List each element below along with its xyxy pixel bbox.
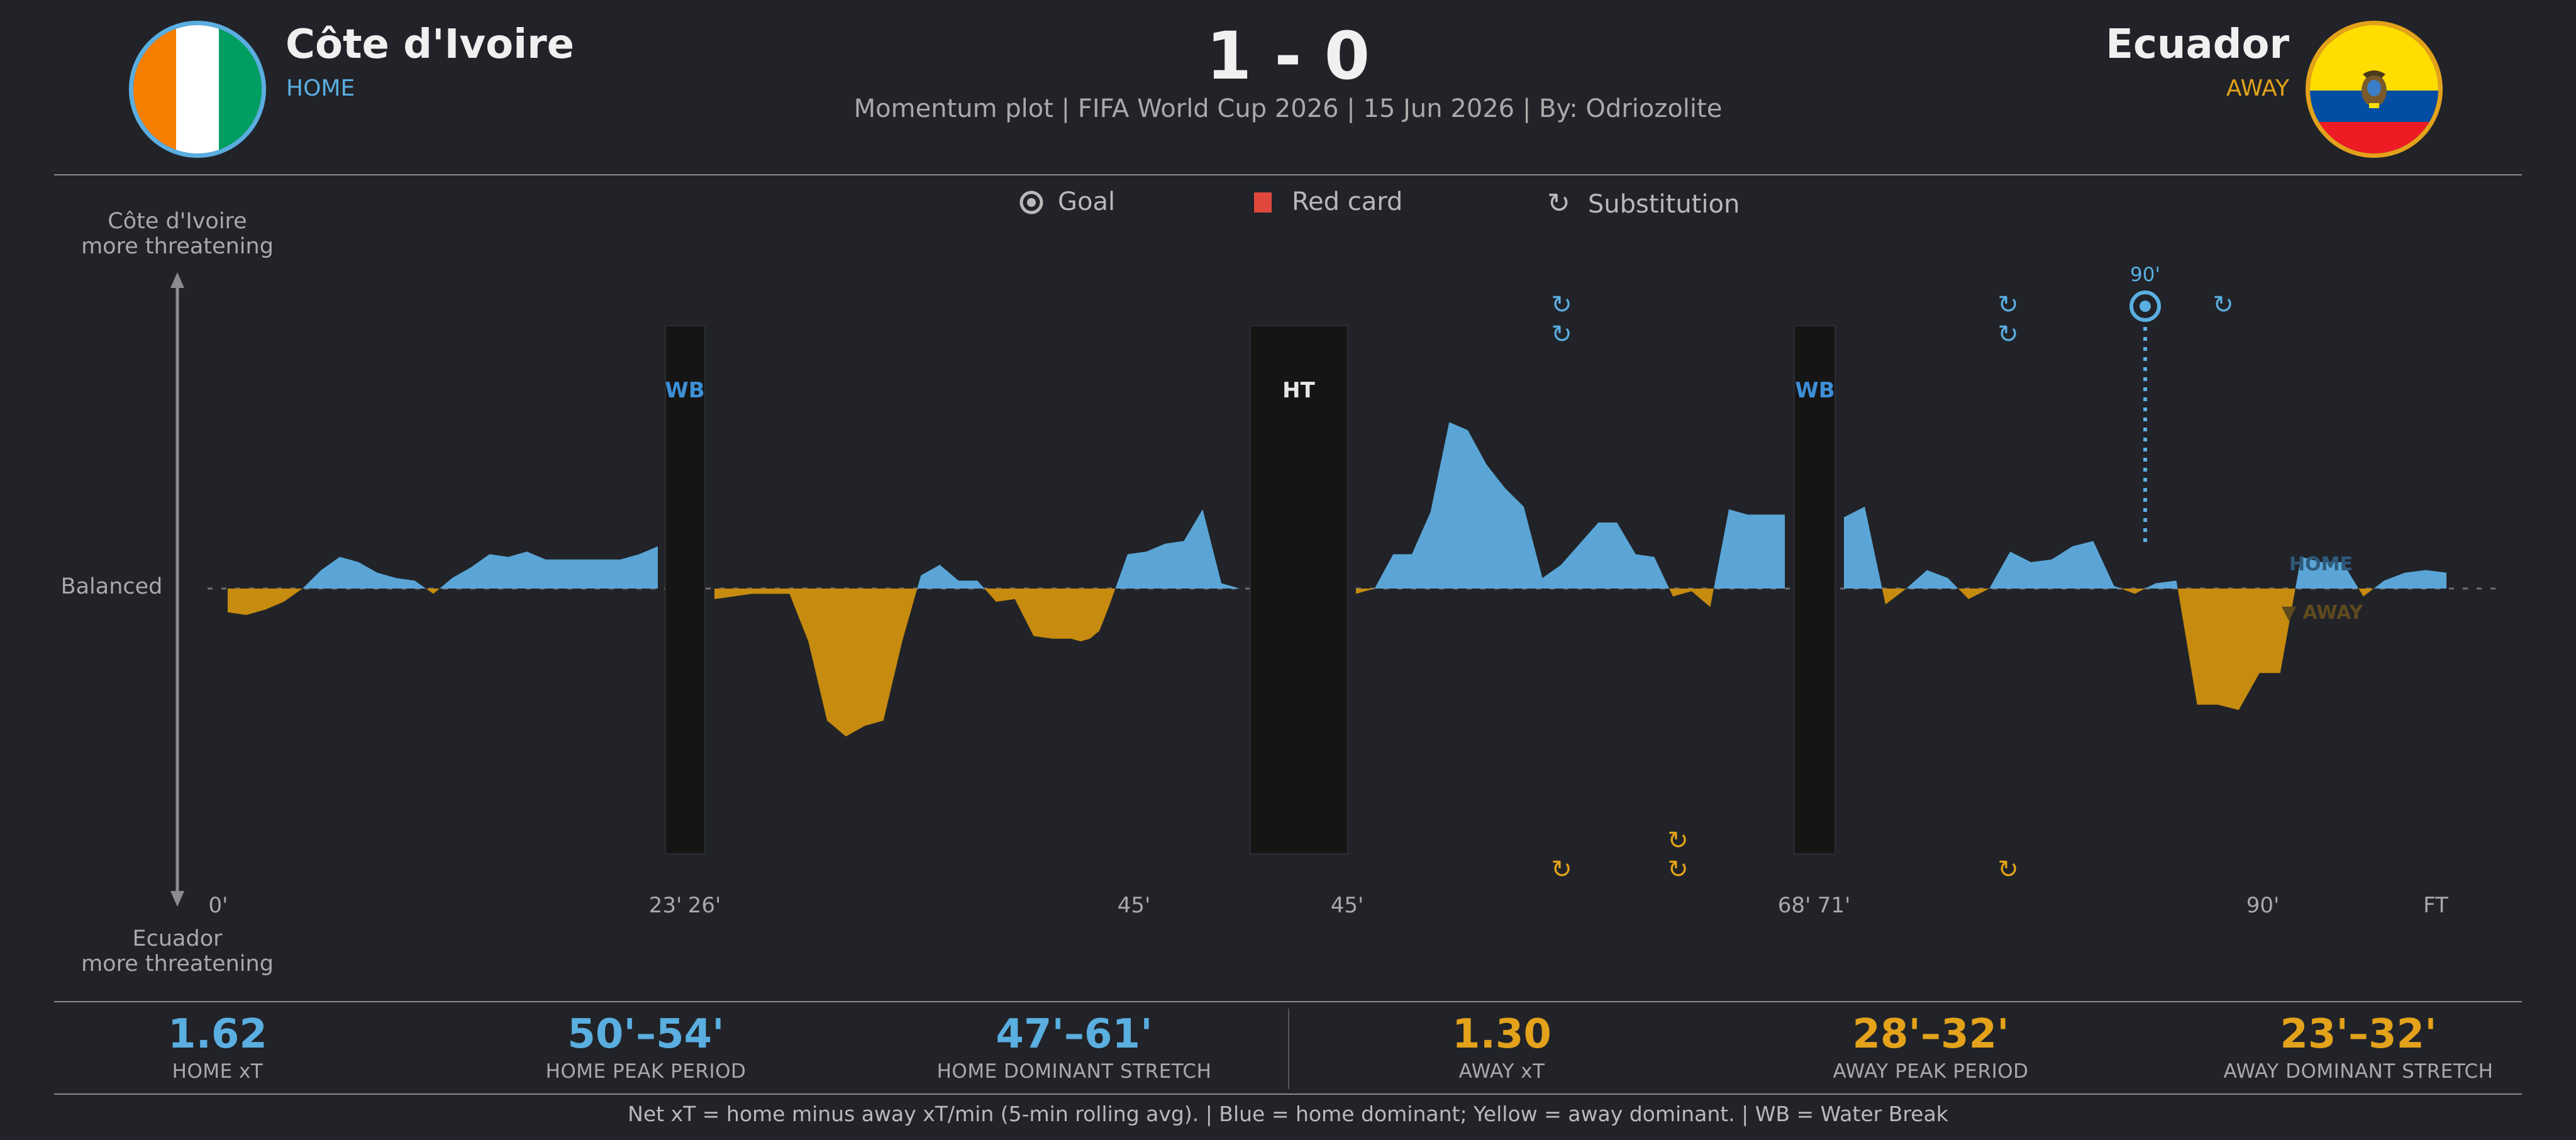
x-tick-label: 0' xyxy=(209,893,228,918)
stat-home-dominant: 47'–61' HOME DOMINANT STRETCH xyxy=(911,1011,1238,1083)
stat-home-peak: 50'–54' HOME PEAK PERIOD xyxy=(482,1011,809,1083)
x-tick-label: 90' xyxy=(2246,893,2280,918)
goal-icon xyxy=(2129,291,2161,322)
axis-middle-label: Balanced xyxy=(60,574,163,599)
match-subtitle: Momentum plot | FIFA World Cup 2026 | 15… xyxy=(853,94,1723,123)
stat-label: HOME xT xyxy=(172,1060,264,1083)
footer-note: Net xT = home minus away xT/min (5-min r… xyxy=(628,1102,1948,1126)
stats-mid-divider xyxy=(1288,1009,1289,1089)
y-axis-arrow-top xyxy=(170,272,184,288)
stat-label: HOME PEAK PERIOD xyxy=(545,1060,747,1083)
legend-red-card-label: Red card xyxy=(1292,187,1403,216)
stats-top-divider xyxy=(54,1001,2522,1002)
legend-goal-label: Goal xyxy=(1058,187,1116,216)
home-momentum-area xyxy=(1844,506,2446,589)
home-role-label: HOME xyxy=(286,75,355,101)
stat-away-dominant: 23'–32' AWAY DOMINANT STRETCH xyxy=(2195,1011,2522,1083)
away-momentum-area xyxy=(228,589,658,615)
away-momentum-area xyxy=(1356,589,1785,607)
break-band-wb: WB xyxy=(1794,325,1836,855)
axis-bottom-line1: Ecuador xyxy=(132,926,223,951)
legend-substitution: ↻ Substitution xyxy=(1547,187,1740,219)
stat-label: AWAY xT xyxy=(1458,1060,1545,1083)
break-rect xyxy=(665,325,706,855)
home-momentum-area xyxy=(228,546,658,589)
legend-red-card: Red card xyxy=(1253,187,1402,216)
goal-icon-center xyxy=(2140,301,2151,312)
break-label: WB xyxy=(665,378,704,403)
x-tick-label: 71' xyxy=(1818,893,1851,918)
stat-value: 50'–54' xyxy=(567,1011,724,1058)
home-substitution-icon: ↻ xyxy=(1997,291,2019,319)
stat-label: AWAY PEAK PERIOD xyxy=(1833,1060,2029,1083)
stat-value: 1.62 xyxy=(168,1011,267,1058)
stat-value: 23'–32' xyxy=(2280,1011,2437,1058)
legend-goal: Goal xyxy=(1019,187,1115,216)
stat-away-peak: 28'–32' AWAY PEAK PERIOD xyxy=(1767,1011,2094,1083)
away-momentum-area xyxy=(1844,589,2446,711)
away-substitution-icon: ↻ xyxy=(1667,855,1689,884)
x-tick-label: 45' xyxy=(1331,893,1364,918)
scoreline: 1 - 0 xyxy=(1206,18,1370,94)
red-card-icon xyxy=(1254,192,1272,213)
home-momentum-area xyxy=(1356,422,1785,589)
axis-bottom-line2: more threatening xyxy=(81,951,274,977)
home-momentum-area xyxy=(714,509,1240,589)
stat-value: 47'–61' xyxy=(996,1011,1153,1058)
ecuador-flag-icon xyxy=(2310,25,2438,153)
y-axis-arrow-bottom xyxy=(170,891,184,907)
x-tick-label: 26' xyxy=(688,893,721,918)
break-label: HT xyxy=(1282,378,1315,403)
substitution-icon: ↻ xyxy=(1547,187,1570,219)
break-rect xyxy=(1250,325,1348,855)
break-rect xyxy=(1794,325,1836,855)
away-hint-label: ▼ AWAY xyxy=(2282,602,2363,624)
stats-bottom-divider xyxy=(54,1093,2522,1095)
axis-top-line2: more threatening xyxy=(81,234,274,259)
x-tick-label: FT xyxy=(2423,893,2448,918)
home-crest xyxy=(129,21,266,158)
goal-minute-label: 90' xyxy=(2130,263,2160,286)
stat-away-xt: 1.30 AWAY xT xyxy=(1338,1011,1665,1083)
stat-home-xt: 1.62 HOME xT xyxy=(54,1011,381,1083)
break-label: WB xyxy=(1795,378,1835,403)
header-divider xyxy=(54,174,2522,175)
home-substitution-icon: ↻ xyxy=(1551,320,1572,349)
home-substitution-icon: ↻ xyxy=(2212,291,2234,319)
away-substitution-icon: ↻ xyxy=(1997,855,2019,884)
away-role-label: AWAY xyxy=(2226,75,2289,101)
stat-label: HOME DOMINANT STRETCH xyxy=(936,1060,1212,1083)
cote-divoire-flag-icon xyxy=(133,25,262,153)
x-tick-label: 23' xyxy=(649,893,682,918)
away-crest xyxy=(2306,21,2443,158)
legend-substitution-label: Substitution xyxy=(1587,190,1740,219)
away-team-name: Ecuador xyxy=(2106,21,2289,68)
away-momentum-area xyxy=(714,589,1240,737)
stat-value: 1.30 xyxy=(1452,1011,1552,1058)
break-band-wb: WB xyxy=(665,325,706,855)
goal-icon xyxy=(1019,191,1043,214)
stat-value: 28'–32' xyxy=(1852,1011,2009,1058)
away-substitution-icon: ↻ xyxy=(1667,826,1689,855)
x-tick-label: 45' xyxy=(1118,893,1151,918)
home-substitution-icon: ↻ xyxy=(1551,291,1572,319)
axis-bottom-label: Ecuador more threatening xyxy=(64,926,291,977)
break-band-ht: HT xyxy=(1250,325,1348,855)
home-team-name: Côte d'Ivoire xyxy=(286,21,575,68)
x-tick-label: 68' xyxy=(1778,893,1811,918)
home-substitution-icon: ↻ xyxy=(1997,320,2019,349)
stat-label: AWAY DOMINANT STRETCH xyxy=(2223,1060,2494,1083)
home-hint-label: HOME xyxy=(2289,553,2353,575)
axis-top-line1: Côte d'Ivoire xyxy=(108,209,247,234)
away-substitution-icon: ↻ xyxy=(1551,855,1572,884)
axis-top-label: Côte d'Ivoire more threatening xyxy=(64,209,291,259)
